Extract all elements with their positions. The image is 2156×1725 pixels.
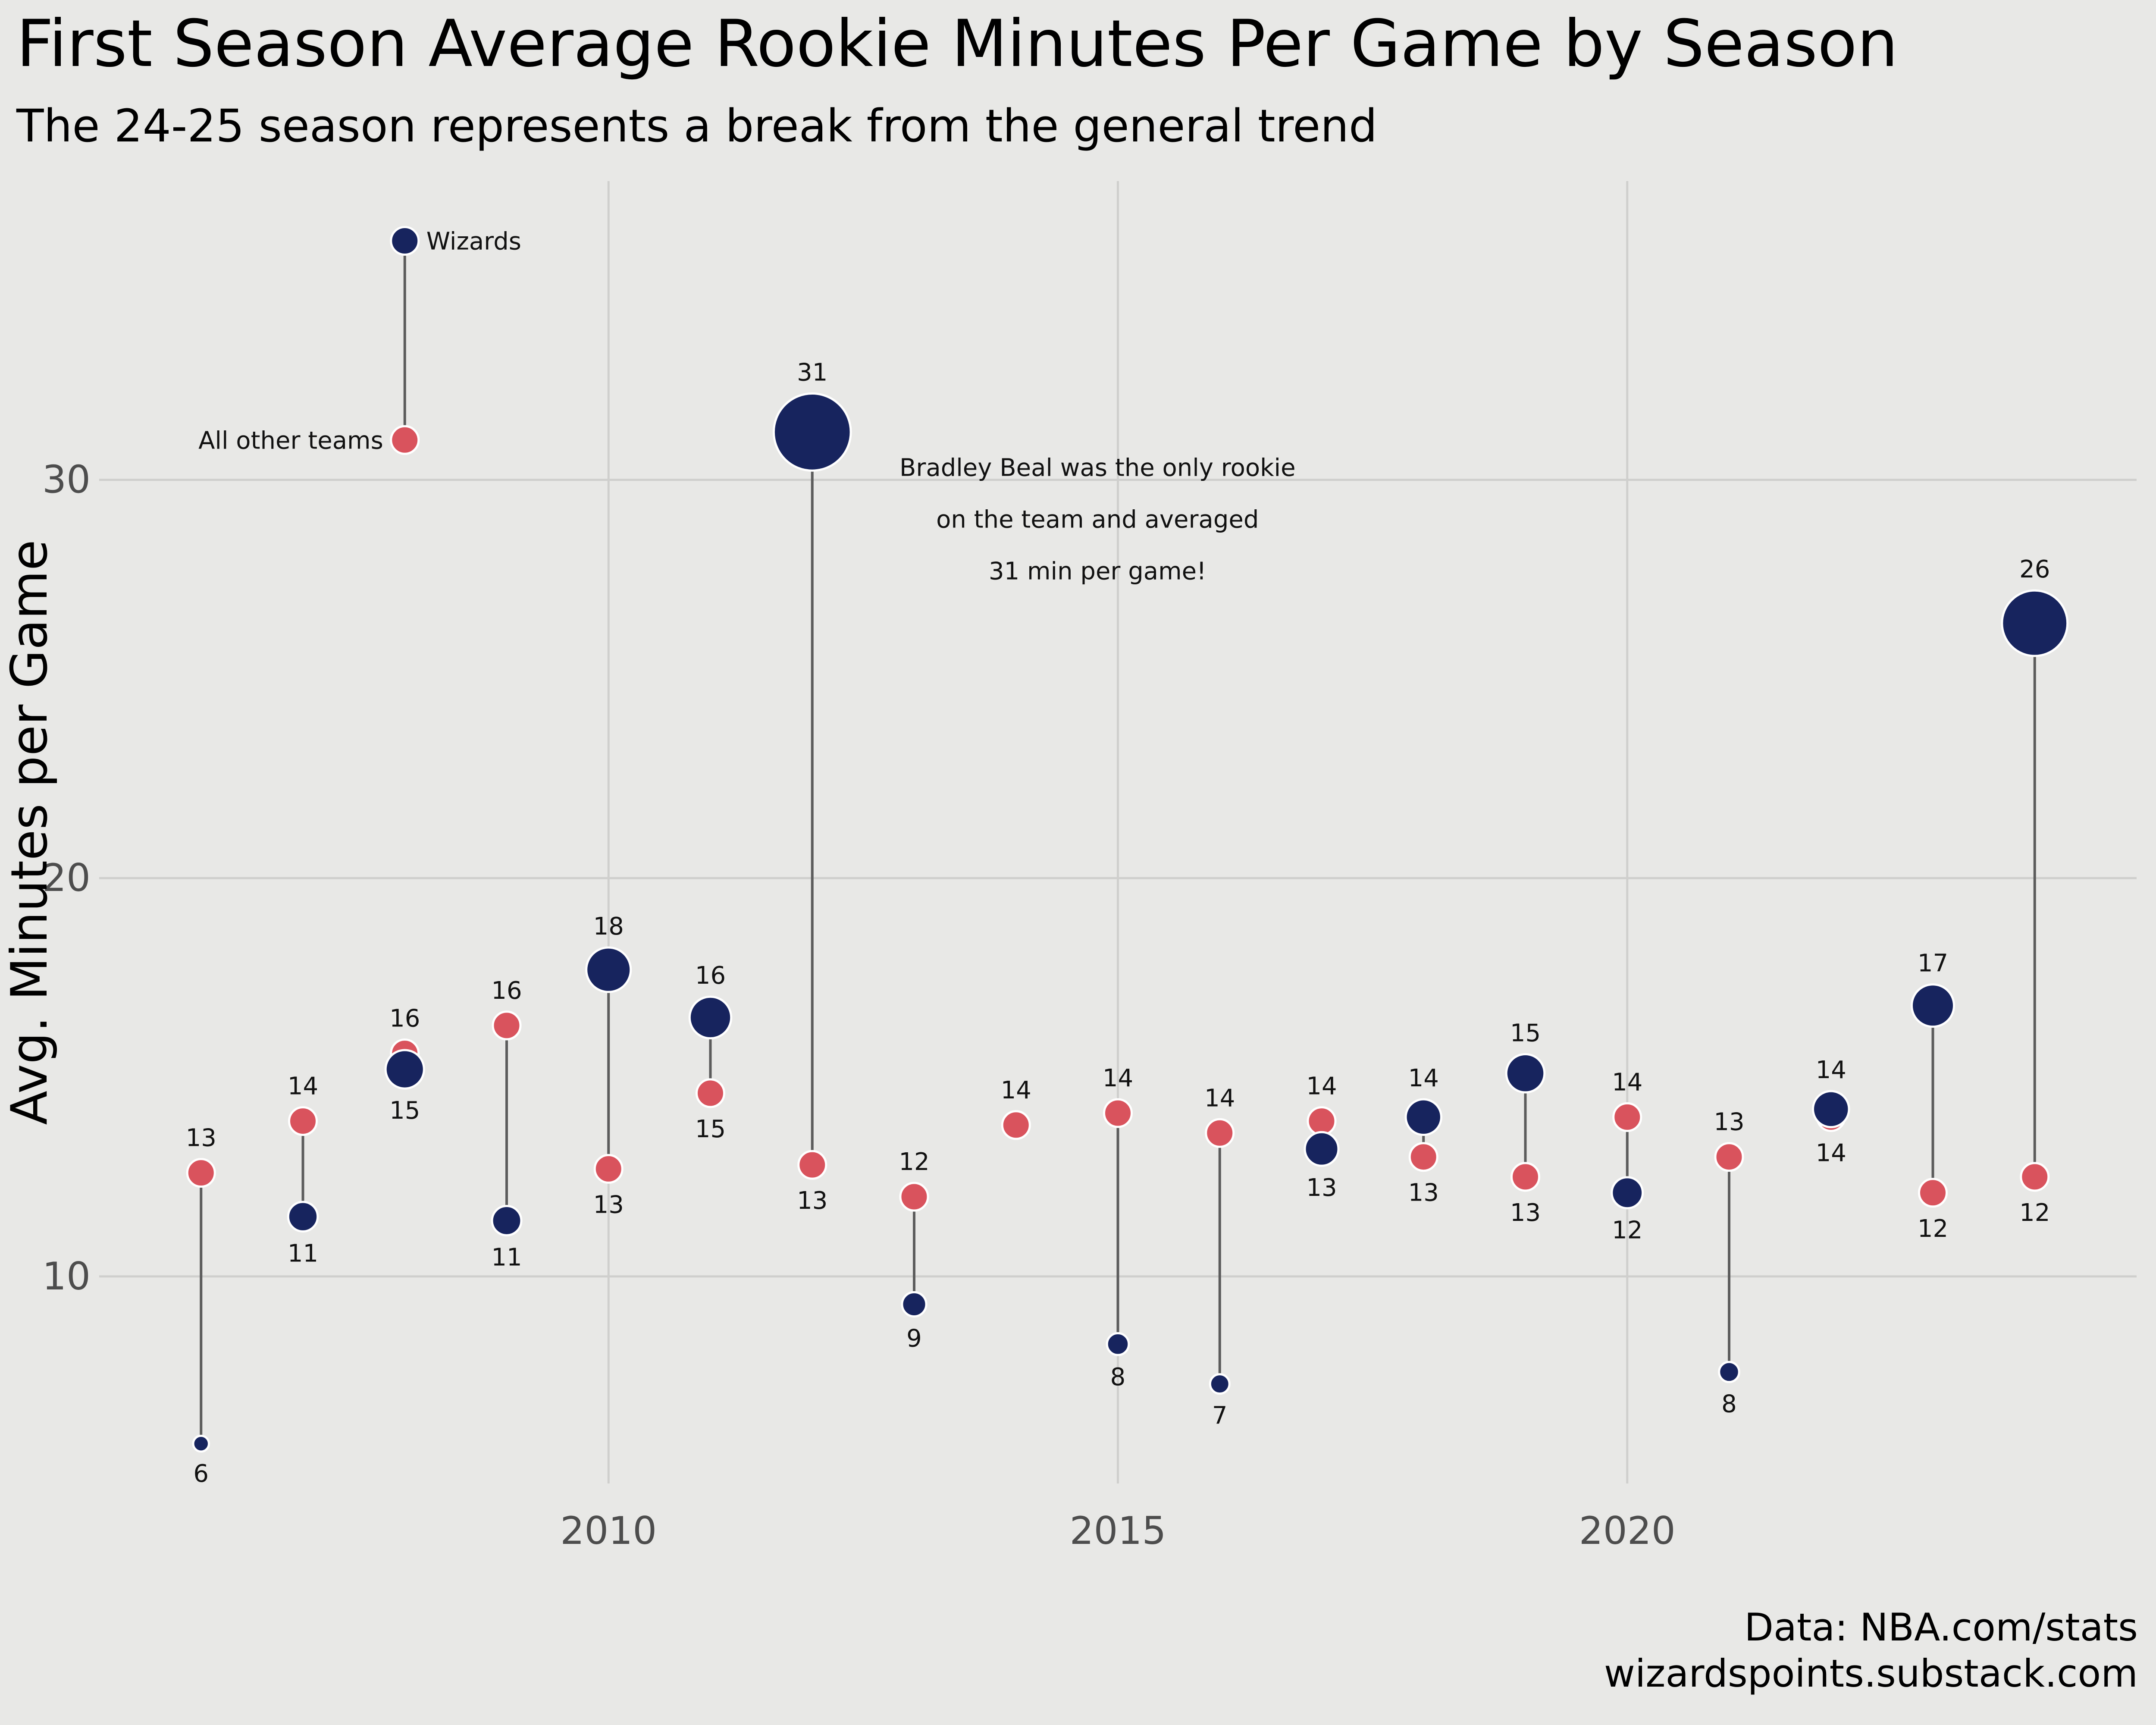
point-others <box>1307 1106 1337 1136</box>
chart-title: First Season Average Rookie Minutes Per … <box>16 6 1898 82</box>
others-value-label: 14 <box>1001 1076 1031 1104</box>
point-wizards <box>1209 1373 1231 1395</box>
y-tick-label: 20 <box>42 856 91 900</box>
others-value-label: 16 <box>491 977 522 1005</box>
point-wizards <box>1811 1090 1850 1129</box>
point-others <box>186 1158 216 1188</box>
point-wizards <box>1404 1098 1442 1136</box>
wizards-value-label: 18 <box>593 913 624 941</box>
y-tick-label: 10 <box>42 1254 91 1298</box>
point-wizards <box>287 1201 319 1233</box>
wizards-value-label: 9 <box>906 1324 922 1352</box>
legend-wizards-point <box>390 226 420 256</box>
wizards-value-label: 15 <box>389 1097 420 1125</box>
others-value-label: 12 <box>899 1148 929 1176</box>
y-tick-label: 30 <box>42 458 91 502</box>
annotation-line: Bradley Beal was the only rookie <box>899 454 1296 482</box>
point-others <box>1001 1110 1031 1140</box>
point-wizards <box>1718 1361 1740 1383</box>
wizards-value-label: 13 <box>1306 1174 1337 1202</box>
point-others <box>899 1182 929 1212</box>
annotation-line: on the team and averaged <box>936 505 1259 533</box>
others-value-label: 12 <box>2019 1199 2050 1227</box>
point-wizards <box>585 946 632 993</box>
annotation-line: 31 min per game! <box>989 557 1206 585</box>
point-others <box>2020 1162 2050 1192</box>
legend: Wizards All other teams <box>198 226 521 455</box>
caption-site: wizardspoints.substack.com <box>1604 1651 2138 1696</box>
point-others <box>1918 1178 1948 1208</box>
others-value-label: 13 <box>797 1187 827 1215</box>
others-value-label: 14 <box>1816 1139 1846 1167</box>
x-tick-label: 2015 <box>1070 1509 1166 1553</box>
point-others <box>1714 1142 1744 1172</box>
wizards-value-label: 6 <box>193 1460 209 1488</box>
legend-wizards-label: Wizards <box>426 228 521 256</box>
point-others <box>1408 1142 1438 1172</box>
point-wizards <box>192 1434 210 1453</box>
wizards-value-label: 14 <box>1408 1064 1439 1092</box>
point-others <box>797 1150 827 1180</box>
others-value-label: 12 <box>1918 1215 1948 1243</box>
annotation: Bradley Beal was the only rookie on the t… <box>899 454 1296 585</box>
legend-others-label: All other teams <box>198 427 383 455</box>
point-wizards <box>384 1049 425 1090</box>
others-value-label: 13 <box>593 1191 624 1219</box>
point-wizards <box>1106 1332 1130 1356</box>
point-wizards <box>901 1291 928 1317</box>
wizards-value-label: 8 <box>1110 1363 1126 1391</box>
wizards-value-label: 12 <box>1612 1217 1642 1245</box>
point-wizards <box>772 392 852 472</box>
others-value-label: 13 <box>1408 1179 1439 1207</box>
wizards-value-label: 17 <box>1918 950 1948 978</box>
x-tick-label: 2020 <box>1579 1509 1676 1553</box>
others-value-label: 14 <box>1306 1073 1337 1101</box>
others-value-label: 13 <box>186 1124 216 1152</box>
point-wizards <box>1910 983 1955 1028</box>
point-others <box>1510 1162 1540 1192</box>
wizards-value-label: 15 <box>1510 1019 1541 1047</box>
caption-source: Data: NBA.com/stats <box>1744 1605 2138 1650</box>
axes: 2010 2015 2020 10 20 30 Avg. Minutes per Game <box>0 458 1676 1553</box>
wizards-value-label: 11 <box>288 1239 318 1267</box>
point-others <box>1612 1102 1642 1132</box>
point-wizards <box>1304 1131 1340 1167</box>
point-others <box>593 1154 624 1184</box>
others-value-label: 14 <box>1612 1068 1642 1096</box>
others-value-label: 13 <box>1714 1108 1744 1136</box>
others-value-label: 15 <box>695 1115 726 1143</box>
x-tick-label: 2010 <box>560 1509 657 1553</box>
point-others <box>288 1106 318 1136</box>
wizards-value-label: 11 <box>491 1243 522 1271</box>
point-wizards <box>688 995 733 1040</box>
point-wizards <box>491 1205 523 1236</box>
grid-lines <box>99 181 2137 1484</box>
others-value-label: 16 <box>389 1005 420 1033</box>
others-value-label: 14 <box>288 1073 318 1101</box>
point-others <box>1205 1118 1235 1148</box>
chart-subtitle: The 24-25 season represents a break from… <box>16 100 1378 152</box>
wizards-value-label: 8 <box>1721 1390 1737 1418</box>
point-others <box>492 1010 522 1041</box>
point-wizards <box>2001 589 2069 657</box>
wizards-value-label: 26 <box>2019 555 2050 583</box>
wizards-value-label: 16 <box>695 962 726 990</box>
chart-marks <box>186 392 2069 1453</box>
point-others <box>696 1078 725 1108</box>
point-wizards <box>1505 1053 1546 1094</box>
wizards-value-label: 7 <box>1212 1402 1228 1430</box>
others-value-label: 13 <box>1510 1199 1541 1227</box>
others-value-label: 14 <box>1103 1064 1133 1092</box>
legend-others-point <box>390 425 420 455</box>
point-others <box>1103 1098 1133 1128</box>
wizards-value-label: 31 <box>797 358 827 386</box>
others-value-label: 14 <box>1204 1084 1235 1112</box>
value-labels: 6 13 11 14 15 16 11 16 18 13 16 15 31 13 9 12 14 8 14 7 14 13… <box>186 358 2050 1487</box>
caption: Data: NBA.com/stats wizardspoints.substa… <box>1604 1604 2138 1697</box>
wizards-value-label: 14 <box>1816 1056 1846 1084</box>
y-axis-label: Avg. Minutes per Game <box>0 540 59 1125</box>
point-wizards <box>1611 1176 1644 1210</box>
